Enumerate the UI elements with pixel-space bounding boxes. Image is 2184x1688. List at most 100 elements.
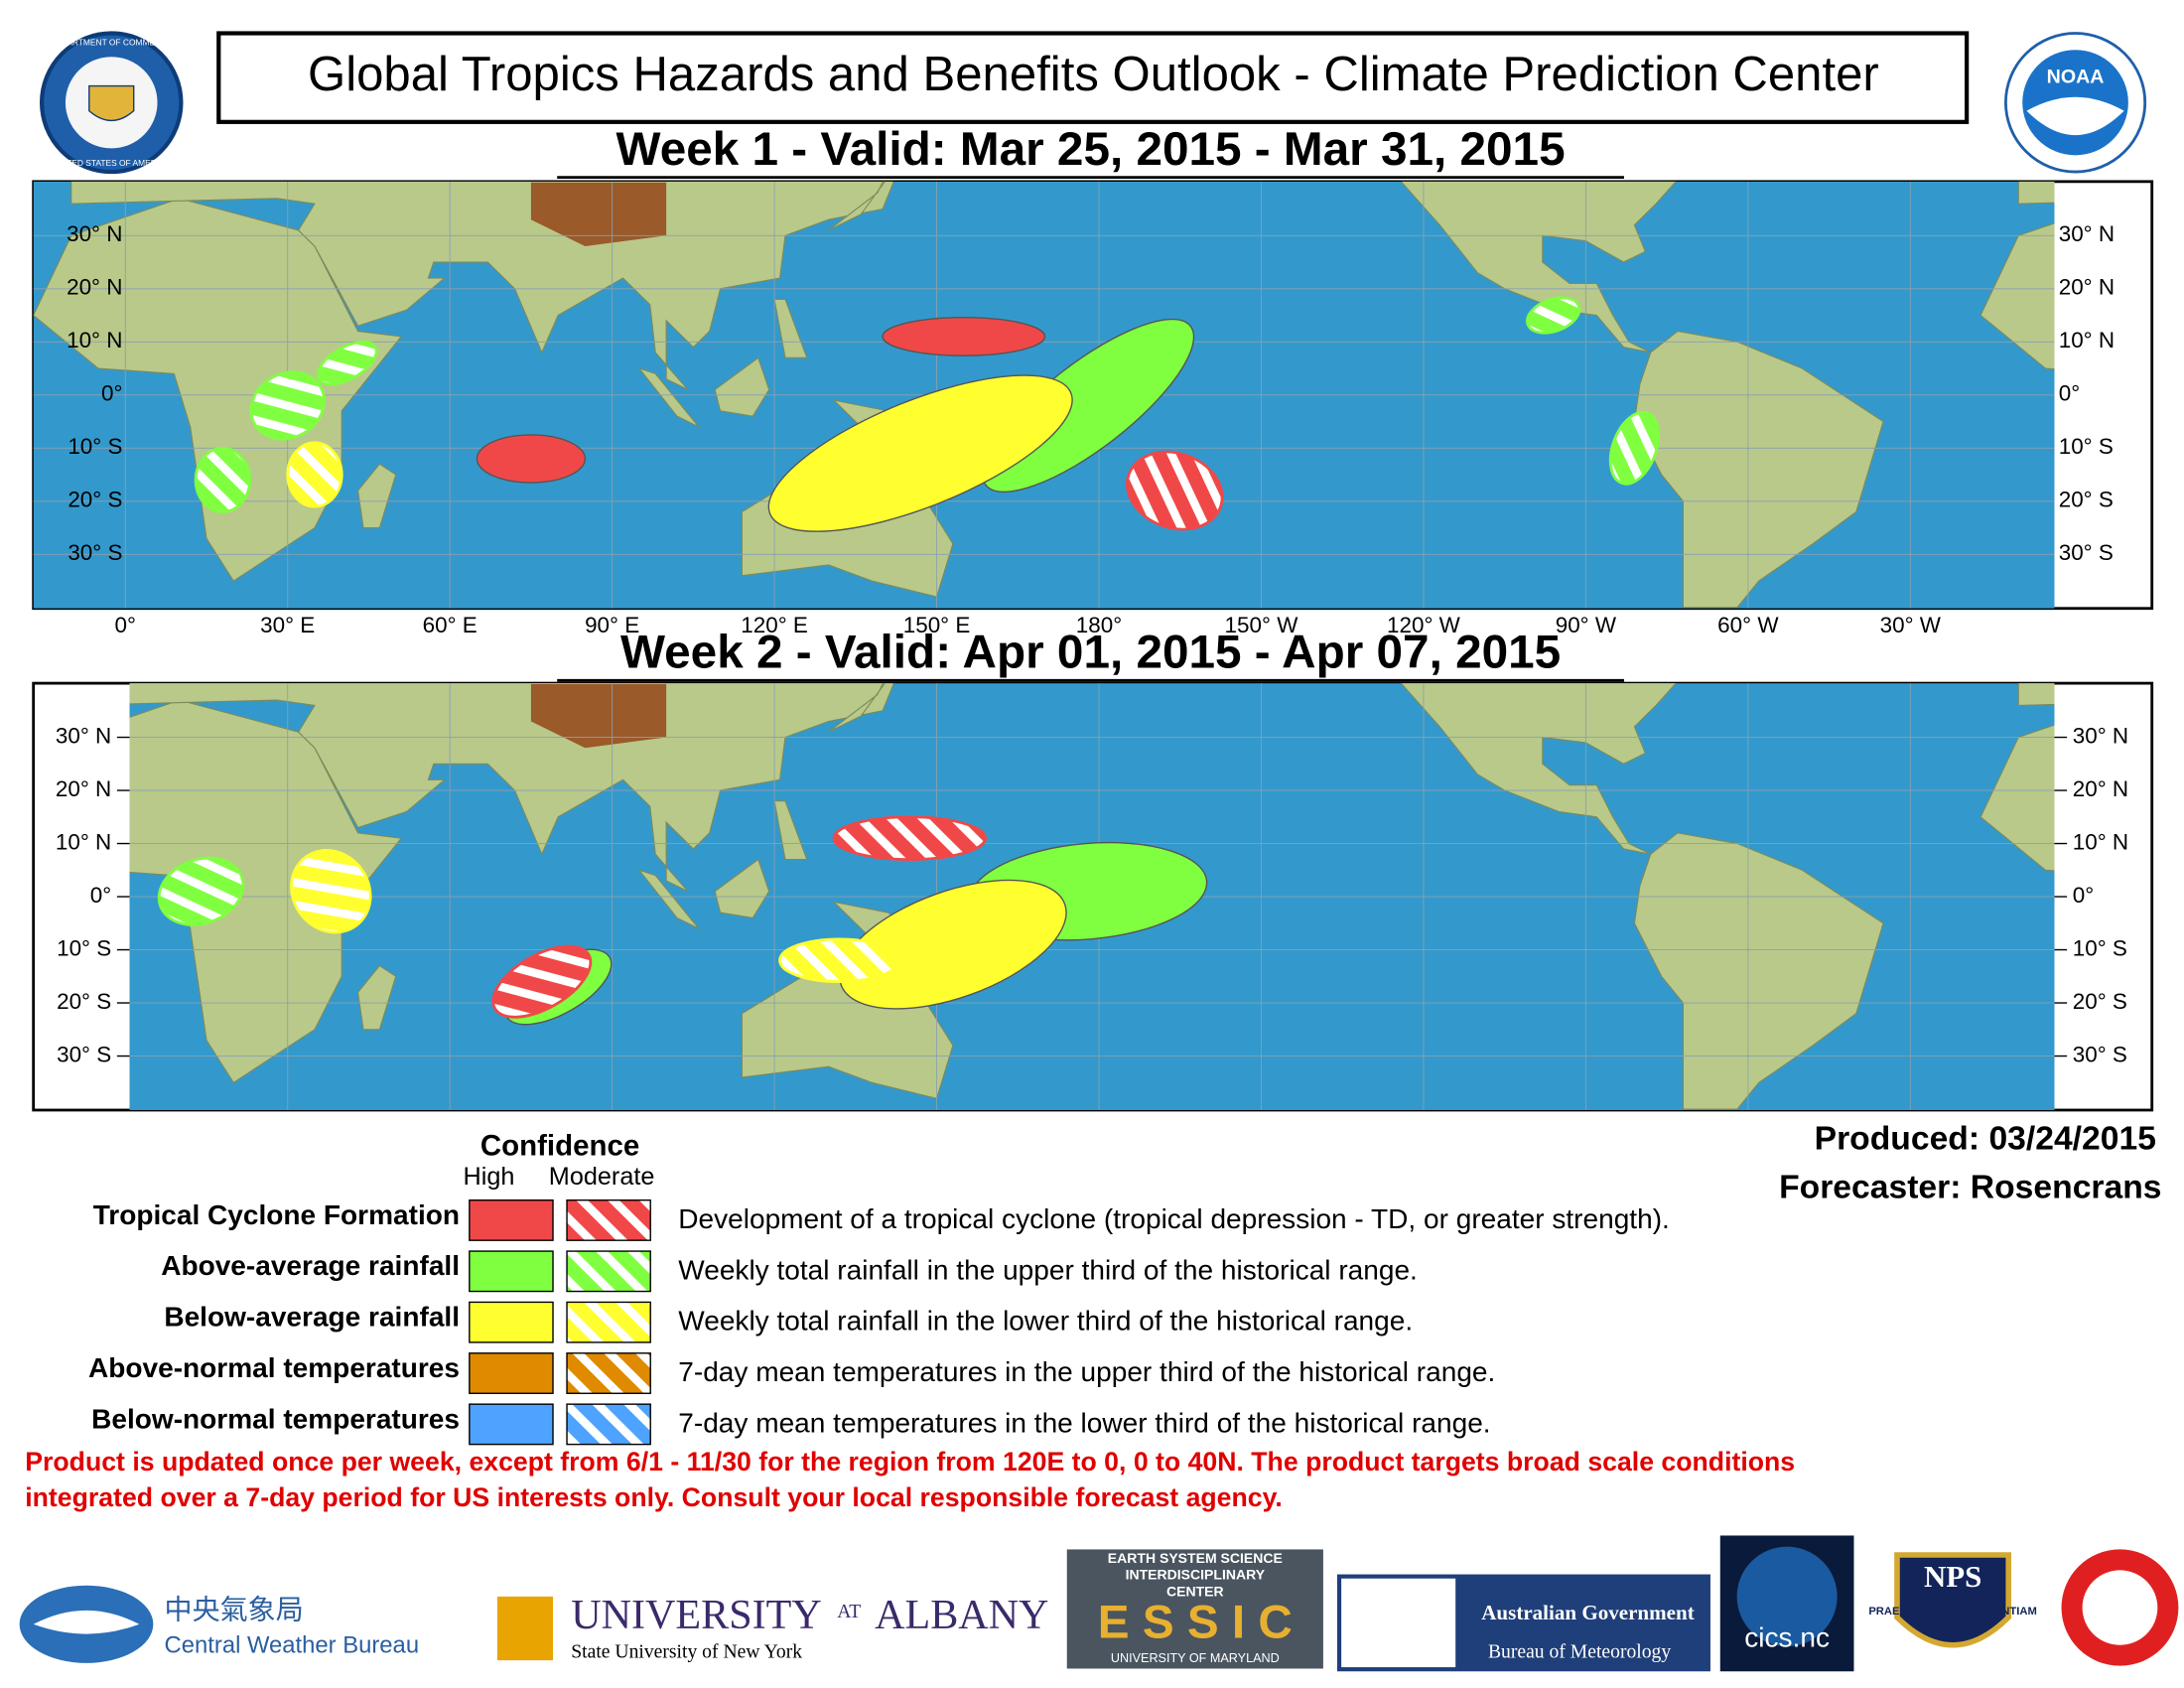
land [773,800,808,861]
land [356,463,397,529]
lat-label: 30° N [2059,221,2115,246]
legend-swatch-moderate [566,1403,651,1446]
legend-label: Above-average rainfall [161,1250,460,1281]
page-title: Global Tropics Hazards and Benefits Outl… [308,48,1879,101]
tibet-plateau [530,182,667,246]
hazard-area [491,944,593,1019]
land [1979,222,2055,370]
legend-label: Above-normal temperatures [88,1352,460,1383]
legend-swatch-high [469,1199,554,1241]
land [1979,724,2055,872]
bom-text: Australian Government [1481,1601,1694,1624]
land [828,683,886,733]
lat-label: 10° N [2059,328,2115,352]
legend-swatch-moderate [566,1250,651,1293]
legend-column: High [464,1163,515,1191]
hazard-area [882,316,1046,356]
lat-label: 10° S [2059,434,2114,459]
produced-date: Produced: 03/24/2015 [1815,1121,2156,1158]
lat-label: 10° N [67,328,122,352]
legend-description: Weekly total rainfall in the upper third… [678,1254,1418,1285]
hazard-area [832,815,987,861]
hazard-area [476,434,587,484]
legend-label: Below-normal temperatures [91,1403,460,1434]
lat-label: 10° N [56,829,111,854]
land [637,869,700,929]
albany-at: AT [837,1602,861,1622]
essic-letters: E S S I C [1098,1597,1293,1649]
land [70,181,894,390]
lat-label: 30° N [2073,723,2128,748]
legend-swatch-moderate [566,1199,651,1241]
hazard-area [290,849,372,934]
hazard-area [778,937,900,984]
lat-label: 20° N [56,776,111,801]
legend-swatch-moderate [566,1301,651,1343]
lat-label: 0° [2059,381,2080,406]
land [773,298,808,358]
lat-label: 20° S [68,488,122,512]
land [1633,832,1884,1110]
lon-label: 30° W [1880,613,1942,637]
noaa-text: NOAA [2047,66,2105,87]
lat-label: 0° [101,381,122,406]
legend-swatch-high [469,1301,554,1343]
legend-swatch-high [469,1403,554,1446]
lat-label: 20° S [2059,488,2114,512]
legend-swatch-high [469,1250,554,1293]
lat-label: 20° N [67,275,122,300]
bom-crest [1341,1578,1456,1668]
albany-icon [496,1596,554,1661]
essic-text: EARTH SYSTEM SCIENCE [1108,1550,1283,1566]
land [828,181,886,231]
lon-label: 0° [115,613,136,637]
lat-label: 20° S [57,989,111,1014]
hazard-area [157,856,245,926]
lon-label: 30° E [260,613,315,637]
hazard-area [249,370,326,441]
legend-description: 7-day mean temperatures in the upper thi… [678,1356,1495,1387]
disclaimer: integrated over a 7-day period for US in… [25,1482,1283,1512]
essic-text: CENTER [1166,1583,1224,1599]
lat-label: 30° N [67,221,122,246]
lon-label: 60° E [423,613,478,637]
title-box [216,31,1970,124]
land [714,356,770,417]
cics-text: cics.nc [1744,1622,1830,1653]
land [129,683,894,893]
lat-label: 0° [90,883,111,908]
hazard-area [316,340,378,386]
lat-label: 10° S [68,434,122,459]
hazard-area [194,446,251,513]
legend-swatch-high [469,1352,554,1394]
nps-text: NPS [1924,1560,1981,1594]
albany-sub: State University of New York [571,1642,802,1663]
essic-logo [1066,1549,1323,1669]
lon-label: 120° W [1387,613,1461,637]
nps-shield [1894,1552,2012,1648]
hurricane-logo-inner [2082,1570,2158,1645]
land [714,858,770,919]
land [2017,683,2055,706]
noaa-gull [2026,96,2124,136]
lat-label: 0° [2073,883,2094,908]
seal-text: DEPARTMENT OF COMMERCE [51,38,174,48]
lat-label: 10° S [2073,935,2127,960]
legend-description: Weekly total rainfall in the lower third… [678,1306,1413,1336]
cwb-chinese: 中央氣象局 [165,1595,304,1625]
lat-label: 20° S [2073,989,2127,1014]
legend-description: Development of a tropical cyclone (tropi… [678,1203,1670,1234]
legend-label: Tropical Cyclone Formation [93,1199,460,1230]
nps-motto: PRAESTANTIA PER SCIENTIAM [1868,1606,2037,1618]
legend-heading: Confidence [480,1129,639,1162]
albany-name: UNIVERSITY [571,1593,821,1638]
lon-label: 90° W [1556,613,1617,637]
map [33,181,2055,609]
seal-text: UNITED STATES OF AMERICA [53,158,172,168]
hazard-area [839,879,1067,1010]
week-heading: Week 2 - Valid: Apr 01, 2015 - Apr 07, 2… [620,627,1561,679]
hazard-area [1126,450,1224,531]
lon-label: 180° [1076,613,1122,637]
lat-label: 10° N [2073,829,2128,854]
lon-label: 150° E [903,613,971,637]
